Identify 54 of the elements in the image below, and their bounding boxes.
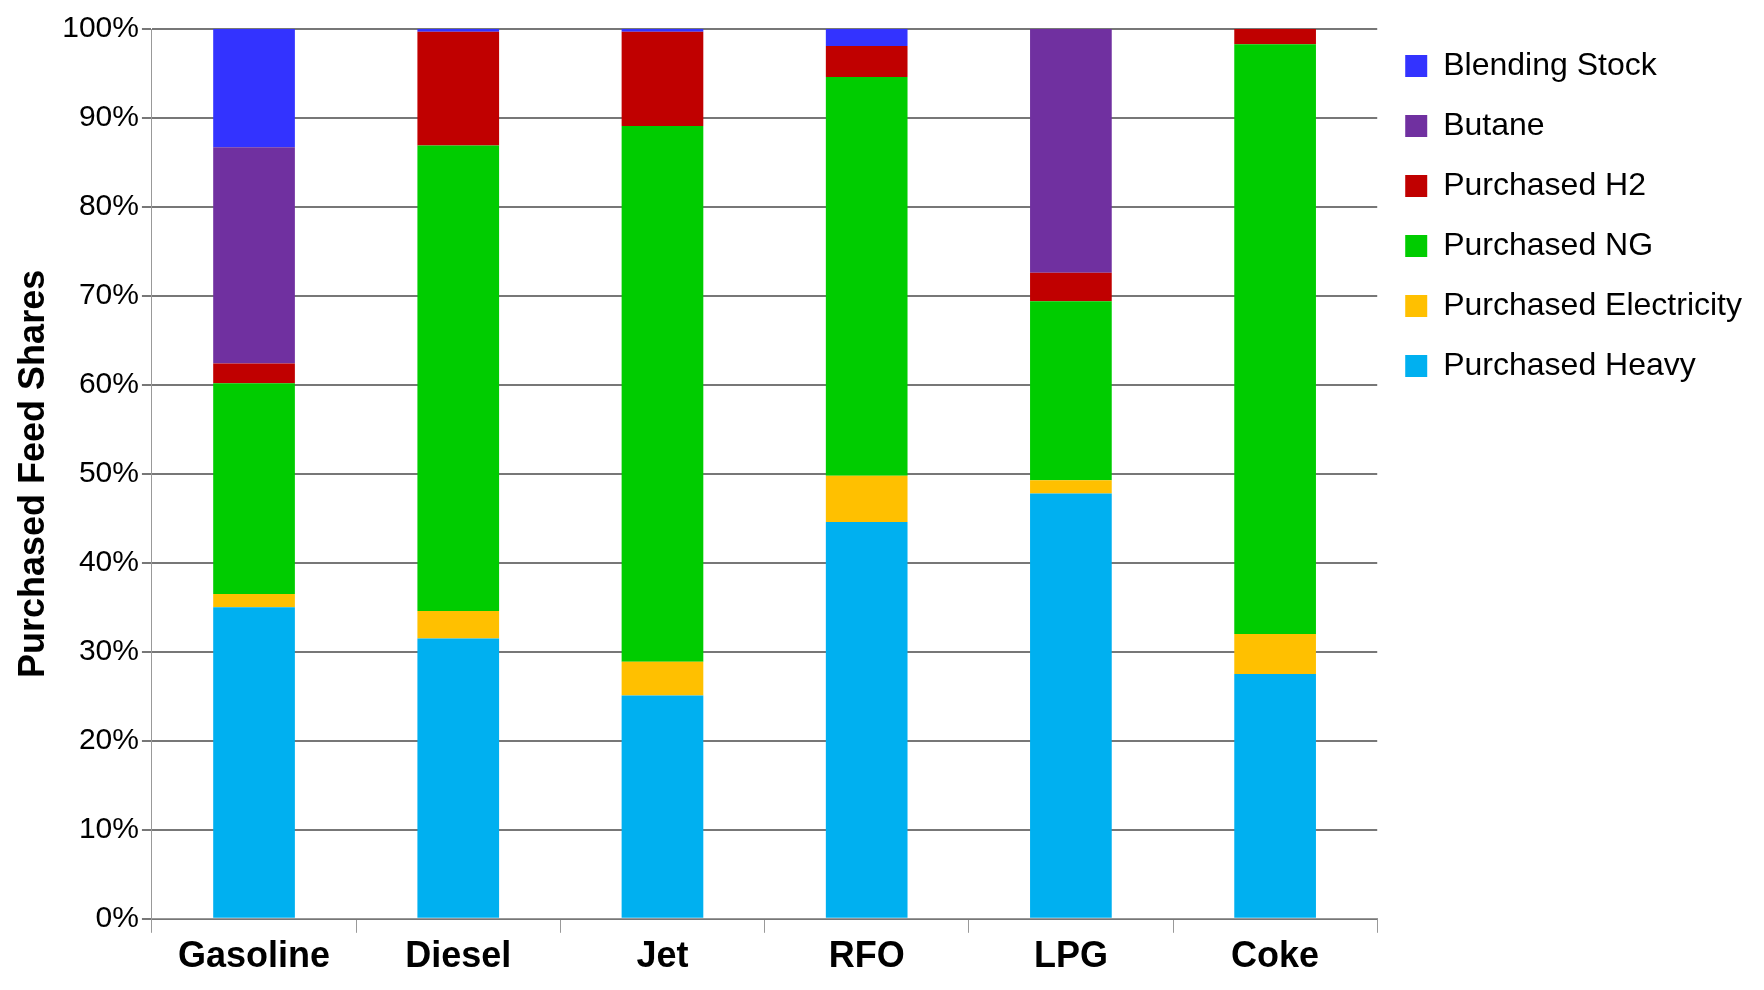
bar bbox=[1030, 480, 1112, 494]
bar bbox=[825, 29, 908, 46]
bar bbox=[825, 475, 908, 522]
bar bbox=[1030, 493, 1112, 918]
x-tick-label: Diesel bbox=[405, 934, 512, 976]
bar bbox=[417, 29, 500, 32]
bar bbox=[825, 77, 908, 476]
x-tick-label: Jet bbox=[636, 934, 689, 976]
y-tick-label: 30% bbox=[78, 633, 139, 667]
bar bbox=[1234, 674, 1316, 918]
x-tick-label: RFO bbox=[828, 934, 905, 976]
x-tick-label: LPG bbox=[1033, 934, 1108, 976]
bar bbox=[825, 45, 908, 78]
x-tick-label: Coke bbox=[1231, 934, 1320, 976]
bar bbox=[417, 638, 500, 918]
bar bbox=[1030, 29, 1112, 273]
bar bbox=[621, 661, 704, 696]
y-tick-label: 50% bbox=[78, 455, 139, 489]
bar bbox=[621, 125, 704, 662]
bar bbox=[1030, 301, 1112, 481]
bar bbox=[417, 31, 500, 146]
bar bbox=[213, 607, 295, 918]
legend-label: Blending Stock bbox=[1443, 45, 1658, 82]
bar bbox=[1030, 272, 1112, 302]
y-tick-label: 70% bbox=[78, 277, 139, 311]
bar bbox=[621, 31, 704, 126]
bar bbox=[621, 29, 704, 32]
bar bbox=[621, 695, 704, 918]
y-tick-label: 100% bbox=[62, 10, 139, 44]
bar bbox=[417, 145, 500, 611]
y-tick-label: 60% bbox=[78, 366, 139, 400]
bar bbox=[213, 383, 295, 595]
y-tick-label: 10% bbox=[78, 811, 139, 845]
y-axis-title: Purchased Feed Shares bbox=[10, 269, 52, 678]
bar bbox=[213, 147, 295, 364]
legend-label: Purchased H2 bbox=[1443, 165, 1646, 202]
bar bbox=[1234, 29, 1316, 45]
y-tick-label: 90% bbox=[78, 99, 139, 133]
bar bbox=[213, 594, 295, 608]
bar bbox=[1234, 634, 1316, 675]
y-tick-label: 40% bbox=[78, 544, 139, 578]
bar bbox=[213, 363, 295, 384]
y-tick-label: 20% bbox=[78, 722, 139, 756]
legend-label: Butane bbox=[1443, 105, 1545, 142]
legend-label: Purchased Heavy bbox=[1443, 345, 1696, 382]
legend-label: Purchased Electricity bbox=[1443, 285, 1742, 322]
y-tick-label: 80% bbox=[78, 188, 139, 222]
bar bbox=[825, 521, 908, 918]
bar bbox=[417, 610, 500, 639]
y-tick-label: 0% bbox=[95, 900, 139, 934]
legend-label: Purchased NG bbox=[1443, 225, 1654, 262]
x-tick-label: Gasoline bbox=[178, 934, 331, 976]
bar bbox=[213, 29, 295, 148]
bar bbox=[1234, 44, 1316, 635]
